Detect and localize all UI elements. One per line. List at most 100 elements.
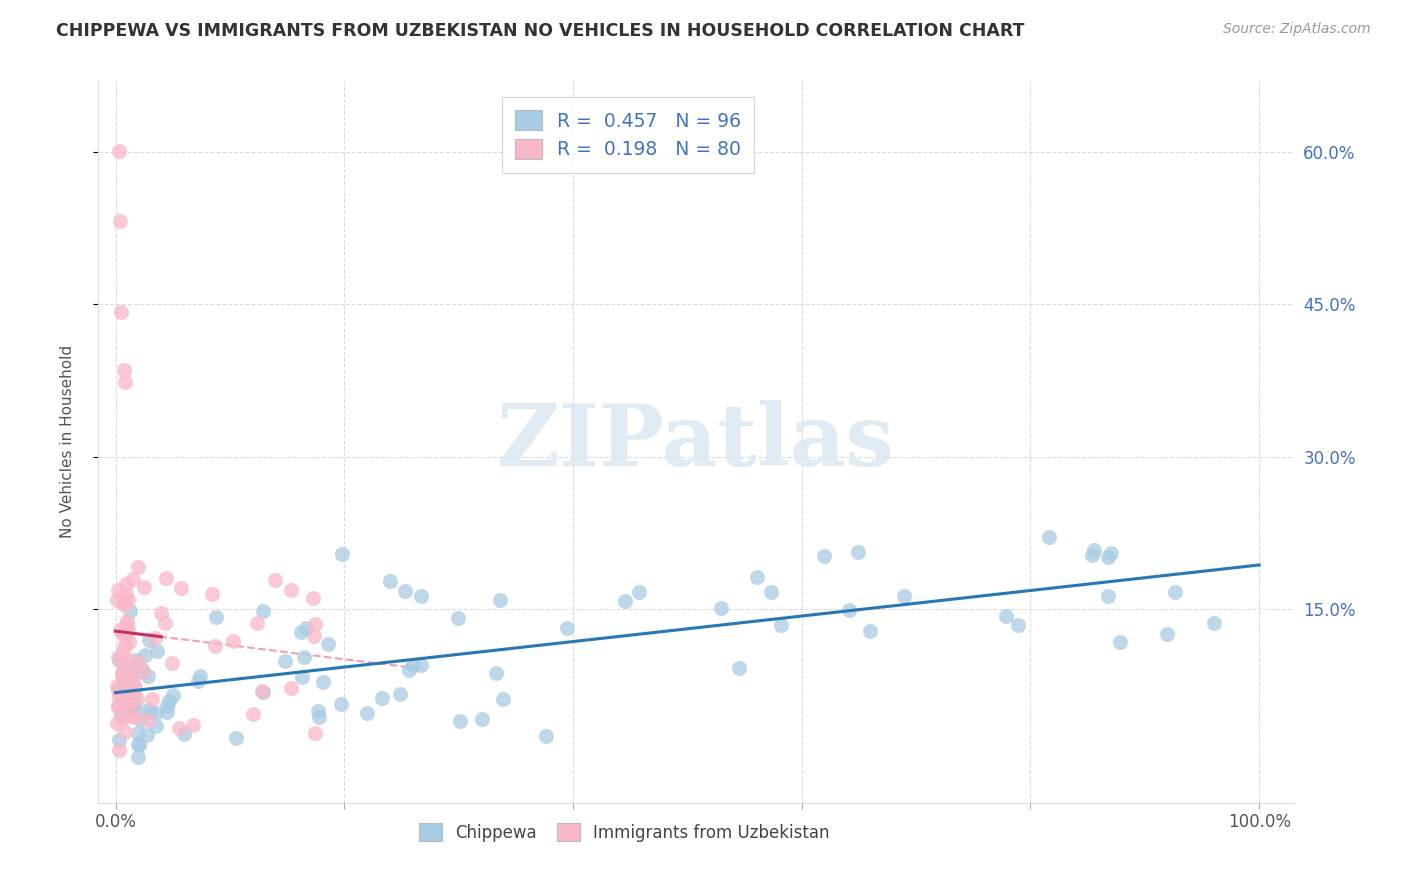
Point <box>447 611 470 625</box>
Point <box>304 726 326 740</box>
Point <box>112 696 135 710</box>
Point <box>222 634 245 648</box>
Point <box>188 668 211 682</box>
Point <box>105 715 128 730</box>
Point <box>124 653 146 667</box>
Point <box>111 666 134 681</box>
Point <box>111 711 134 725</box>
Text: Source: ZipAtlas.com: Source: ZipAtlas.com <box>1223 22 1371 37</box>
Point <box>117 592 139 607</box>
Point <box>110 708 132 723</box>
Point <box>402 658 425 673</box>
Point <box>492 691 515 706</box>
Point <box>138 633 160 648</box>
Point <box>294 649 316 664</box>
Point <box>112 363 135 377</box>
Point <box>121 663 143 677</box>
Point <box>114 669 136 683</box>
Point <box>394 584 416 599</box>
Point <box>108 733 131 747</box>
Point <box>134 648 156 662</box>
Point <box>117 621 139 635</box>
Point <box>295 622 318 636</box>
Point <box>108 689 131 703</box>
Point <box>111 657 134 671</box>
Point <box>107 583 129 598</box>
Point <box>129 661 152 675</box>
Point <box>153 616 176 631</box>
Point <box>534 730 557 744</box>
Point <box>201 587 224 601</box>
Point <box>280 583 302 598</box>
Point <box>111 711 134 725</box>
Point <box>994 608 1017 623</box>
Point <box>728 661 751 675</box>
Point <box>114 627 136 641</box>
Point <box>488 593 510 607</box>
Point <box>112 597 135 611</box>
Point <box>307 704 329 718</box>
Point <box>129 713 152 727</box>
Point <box>121 662 143 676</box>
Point <box>371 691 394 706</box>
Point <box>117 690 139 704</box>
Point <box>290 624 312 639</box>
Point <box>105 593 128 607</box>
Point <box>1097 589 1119 603</box>
Point <box>110 699 132 714</box>
Point <box>1007 618 1029 632</box>
Point <box>557 621 579 635</box>
Point <box>117 626 139 640</box>
Point <box>1097 550 1119 565</box>
Point <box>162 688 184 702</box>
Point <box>127 726 149 740</box>
Point <box>205 610 228 624</box>
Point <box>388 687 411 701</box>
Point <box>124 680 146 694</box>
Point <box>264 574 287 588</box>
Point <box>115 616 138 631</box>
Point <box>304 617 326 632</box>
Point <box>449 714 471 729</box>
Point <box>112 627 135 641</box>
Point <box>838 603 860 617</box>
Point <box>134 580 156 594</box>
Point <box>110 624 132 638</box>
Point <box>411 658 433 673</box>
Point <box>471 712 494 726</box>
Point <box>308 709 330 723</box>
Point <box>155 571 177 585</box>
Point <box>291 670 314 684</box>
Point <box>121 704 143 718</box>
Point <box>122 709 145 723</box>
Point <box>145 719 167 733</box>
Point <box>162 657 184 671</box>
Point <box>1109 635 1132 649</box>
Point <box>127 750 149 764</box>
Point <box>187 674 209 689</box>
Point <box>108 145 131 159</box>
Point <box>356 706 378 721</box>
Point <box>120 673 142 687</box>
Point <box>108 653 131 667</box>
Point <box>117 667 139 681</box>
Point <box>139 705 162 719</box>
Point <box>157 694 180 708</box>
Point <box>614 594 637 608</box>
Point <box>141 691 163 706</box>
Point <box>181 718 204 732</box>
Point <box>111 681 134 695</box>
Point <box>120 690 142 705</box>
Point <box>107 698 129 713</box>
Point <box>143 631 166 645</box>
Point <box>136 669 159 683</box>
Point <box>128 738 150 752</box>
Point <box>274 655 297 669</box>
Point <box>813 549 835 564</box>
Point <box>411 589 433 603</box>
Point <box>111 642 134 657</box>
Point <box>330 547 353 561</box>
Point <box>204 639 226 653</box>
Point <box>108 742 131 756</box>
Point <box>246 615 269 630</box>
